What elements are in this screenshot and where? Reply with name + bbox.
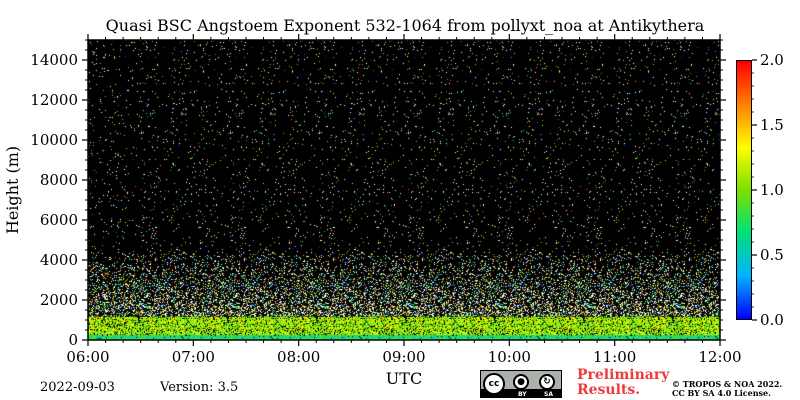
y-tick-label: 10000: [30, 131, 78, 149]
chart-title: Quasi BSC Angstoem Exponent 532-1064 fro…: [105, 16, 705, 35]
colorbar-tick-label: 2.0: [760, 51, 784, 69]
preliminary-line-1: Preliminary: [577, 367, 670, 383]
copyright-line-1: © TROPOS & NOA 2022.: [672, 379, 783, 389]
x-tick-label: 07:00: [172, 348, 215, 366]
y-tick-label: 0: [68, 331, 78, 349]
preliminary-line-2: Results.: [577, 382, 641, 398]
plot-frame: [87, 39, 721, 341]
y-tick-label: 12000: [30, 91, 78, 109]
x-axis-label: UTC: [386, 369, 422, 388]
heatmap-canvas: [88, 40, 720, 340]
copyright-notice: © TROPOS & NOA 2022. CC BY SA 4.0 Licens…: [672, 380, 782, 398]
x-tick-label: 09:00: [382, 348, 425, 366]
y-tick-label: 4000: [40, 251, 78, 269]
x-tick-label: 10:00: [488, 348, 531, 366]
attribution-icon: ●: [513, 374, 529, 390]
colorbar-tick-label: 0.0: [760, 311, 784, 329]
badge-strip: [481, 389, 561, 397]
y-tick-label: 14000: [30, 51, 78, 69]
x-tick-label: 08:00: [277, 348, 320, 366]
badge-sa-label: SA: [544, 391, 553, 398]
x-tick-label: 11:00: [593, 348, 636, 366]
y-tick-label: 6000: [40, 211, 78, 229]
colorbar-tick-label: 1.0: [760, 181, 784, 199]
copyright-line-2: CC BY SA 4.0 License.: [672, 388, 771, 398]
preliminary-notice: Preliminary Results.: [577, 368, 669, 398]
cc-license-badge[interactable]: cc ● ↻ BY SA: [480, 370, 562, 398]
plot-area: [88, 40, 720, 340]
x-tick-label: 06:00: [66, 348, 109, 366]
cc-icon: cc: [483, 373, 505, 395]
version-label: Version: 3.5: [160, 380, 239, 395]
date-label: 2022-09-03: [40, 380, 115, 395]
share-alike-icon: ↻: [539, 374, 555, 390]
colorbar-tick-label: 0.5: [760, 246, 784, 264]
y-axis-label: Height (m): [3, 146, 22, 234]
badge-by-label: BY: [518, 391, 527, 398]
y-tick-label: 2000: [40, 291, 78, 309]
colorbar-tick-label: 1.5: [760, 116, 784, 134]
y-tick-label: 8000: [40, 171, 78, 189]
x-tick-label: 12:00: [698, 348, 741, 366]
colorbar: [736, 60, 752, 320]
